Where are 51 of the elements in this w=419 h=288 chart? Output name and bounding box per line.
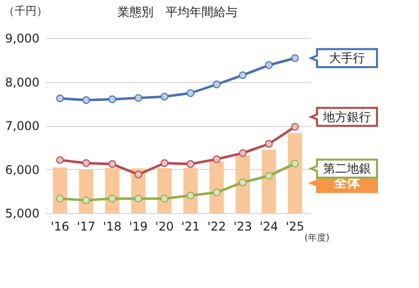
point (160, 92, 168, 100)
point (291, 122, 299, 131)
point (265, 172, 273, 180)
y-axis-title: （千円） (4, 4, 48, 18)
point (238, 149, 247, 157)
point (212, 188, 221, 196)
point (56, 194, 64, 202)
x-tick-label: '23 (233, 220, 252, 234)
point (108, 95, 116, 104)
chart-title: 業態別 平均年間給与 (118, 5, 238, 19)
point (108, 160, 116, 168)
y-tick-label: 5,000 (5, 206, 40, 220)
y-tick-label: 9,000 (5, 32, 40, 46)
text: 第二地銀 (322, 162, 371, 176)
point (186, 192, 194, 200)
point (238, 178, 247, 186)
point (212, 155, 221, 164)
y-tick-label: 6,000 (5, 162, 40, 177)
x-tick-label: '17 (76, 220, 96, 234)
point (265, 140, 273, 148)
point (238, 71, 247, 80)
x-tick-label: '22 (207, 220, 226, 234)
point (186, 160, 194, 168)
x-tick-label: '25 (286, 220, 304, 234)
point (291, 54, 299, 62)
point (212, 80, 221, 88)
point (56, 94, 64, 102)
point (82, 196, 90, 204)
x-tick-label: '21 (181, 220, 200, 234)
point (134, 170, 142, 178)
y-tick-label: 7,000 (5, 119, 40, 133)
x-tick-label: '16 (50, 220, 70, 234)
text: 大手行 (328, 51, 365, 66)
y-tick-label: 8,000 (5, 75, 40, 90)
point (134, 94, 142, 102)
text: 地方銀行 (322, 110, 371, 124)
x-tick-label: '20 (155, 220, 174, 234)
point (82, 96, 90, 104)
point (108, 194, 116, 202)
point (56, 156, 64, 164)
x-tick-label: '19 (129, 220, 148, 234)
point (291, 160, 299, 168)
point (134, 194, 142, 202)
point (160, 159, 168, 167)
point (265, 61, 273, 69)
point (82, 159, 90, 167)
point (186, 89, 194, 97)
x-tick-label: '24 (260, 220, 278, 234)
x-axis-title: (年度) (304, 232, 330, 244)
point (160, 194, 168, 202)
x-tick-label: '18 (102, 220, 122, 234)
